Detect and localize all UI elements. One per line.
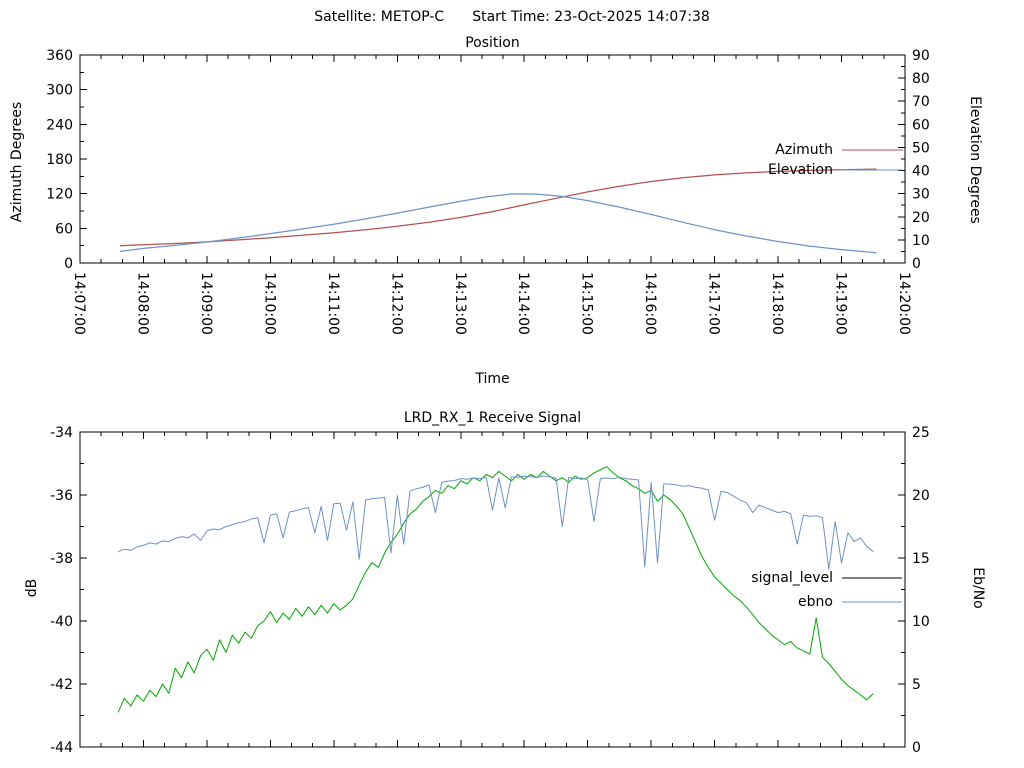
svg-text:14:10:00: 14:10:00: [261, 272, 277, 335]
svg-text:0: 0: [912, 740, 921, 756]
svg-text:14:15:00: 14:15:00: [579, 272, 595, 335]
satellite-label: Satellite: METOP-C: [314, 9, 445, 25]
svg-text:80: 80: [912, 71, 930, 87]
svg-text:20: 20: [912, 488, 930, 504]
chart1-x-axis-label: Time: [475, 371, 510, 387]
svg-text:-34: -34: [50, 425, 73, 441]
chart2-yleft-axis-label: dB: [24, 578, 40, 598]
svg-text:14:12:00: 14:12:00: [388, 272, 404, 335]
chart1-yright-axis-label: Elevation Degrees: [967, 96, 983, 224]
svg-text:60: 60: [55, 221, 73, 237]
svg-text:240: 240: [46, 117, 73, 133]
svg-text:180: 180: [46, 152, 73, 168]
svg-text:60: 60: [912, 117, 930, 133]
svg-text:14:09:00: 14:09:00: [198, 272, 214, 335]
svg-text:70: 70: [912, 94, 930, 110]
svg-text:14:17:00: 14:17:00: [706, 272, 722, 335]
svg-text:14:13:00: 14:13:00: [452, 272, 468, 335]
legend-label-ebno: ebno: [798, 594, 833, 610]
svg-text:90: 90: [912, 48, 930, 64]
legend-label-elevation: Elevation: [767, 162, 833, 178]
svg-text:0: 0: [912, 256, 921, 272]
svg-text:0: 0: [64, 256, 73, 272]
svg-text:-40: -40: [50, 614, 73, 630]
svg-text:14:14:00: 14:14:00: [515, 272, 531, 335]
chart2-yright-axis-label: Eb/No: [970, 567, 986, 609]
svg-text:-42: -42: [50, 677, 73, 693]
svg-text:14:07:00: 14:07:00: [71, 272, 87, 335]
svg-text:20: 20: [912, 210, 930, 226]
legend-label-signal-level: signal_level: [751, 570, 833, 586]
svg-text:5: 5: [912, 677, 921, 693]
svg-text:360: 360: [46, 48, 73, 64]
page-title: Satellite: METOP-C Start Time: 23-Oct-20…: [0, 9, 1024, 25]
svg-text:14:19:00: 14:19:00: [833, 272, 849, 335]
svg-text:14:11:00: 14:11:00: [325, 272, 341, 335]
svg-text:14:08:00: 14:08:00: [134, 272, 150, 335]
svg-text:14:16:00: 14:16:00: [642, 272, 658, 335]
svg-text:14:20:00: 14:20:00: [896, 272, 912, 335]
start-time-label: Start Time: 23-Oct-2025 14:07:38: [472, 9, 710, 25]
svg-text:50: 50: [912, 140, 930, 156]
chart1-title: Position: [465, 35, 520, 51]
chart1-yleft-axis-label: Azimuth Degrees: [9, 101, 25, 223]
svg-text:10: 10: [912, 233, 930, 249]
svg-text:25: 25: [912, 425, 930, 441]
legend-label-azimuth: Azimuth: [775, 142, 833, 158]
svg-text:-36: -36: [50, 488, 73, 504]
svg-text:300: 300: [46, 83, 73, 99]
svg-text:15: 15: [912, 551, 930, 567]
svg-text:40: 40: [912, 164, 930, 180]
svg-text:120: 120: [46, 187, 73, 203]
svg-text:30: 30: [912, 187, 930, 203]
chart2-title: LRD_RX_1 Receive Signal: [403, 410, 582, 426]
svg-text:-38: -38: [50, 551, 73, 567]
svg-text:-44: -44: [50, 740, 73, 756]
svg-text:14:18:00: 14:18:00: [769, 272, 785, 335]
svg-text:10: 10: [912, 614, 930, 630]
